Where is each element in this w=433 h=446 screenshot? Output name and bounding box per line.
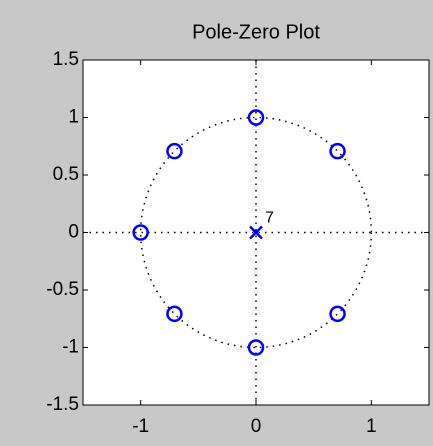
zero-marker <box>247 109 265 126</box>
x-tick-label: 1 <box>366 416 377 437</box>
zero-marker <box>329 142 346 160</box>
zero-marker <box>247 339 265 356</box>
zero-marker <box>329 305 346 323</box>
y-tick-label: 1.5 <box>53 49 79 70</box>
zero-marker <box>166 142 183 160</box>
unit-circle <box>139 116 373 349</box>
y-tick-label: -0.5 <box>46 279 79 300</box>
chart-title: Pole-Zero Plot <box>192 21 320 43</box>
multiplicity-label: 7 <box>265 210 274 227</box>
y-tick-label: 1 <box>68 107 79 128</box>
y-tick-label: -1 <box>62 337 79 358</box>
pole-marker <box>249 225 263 240</box>
y-tick-label: 0.5 <box>53 164 79 185</box>
zero-marker <box>132 224 149 241</box>
y-tick-label: 0 <box>68 222 79 243</box>
zero-marker <box>166 305 183 323</box>
x-tick-label: 0 <box>251 416 262 437</box>
y-tick-label: -1.5 <box>46 394 79 415</box>
x-tick-label: -1 <box>132 416 149 437</box>
